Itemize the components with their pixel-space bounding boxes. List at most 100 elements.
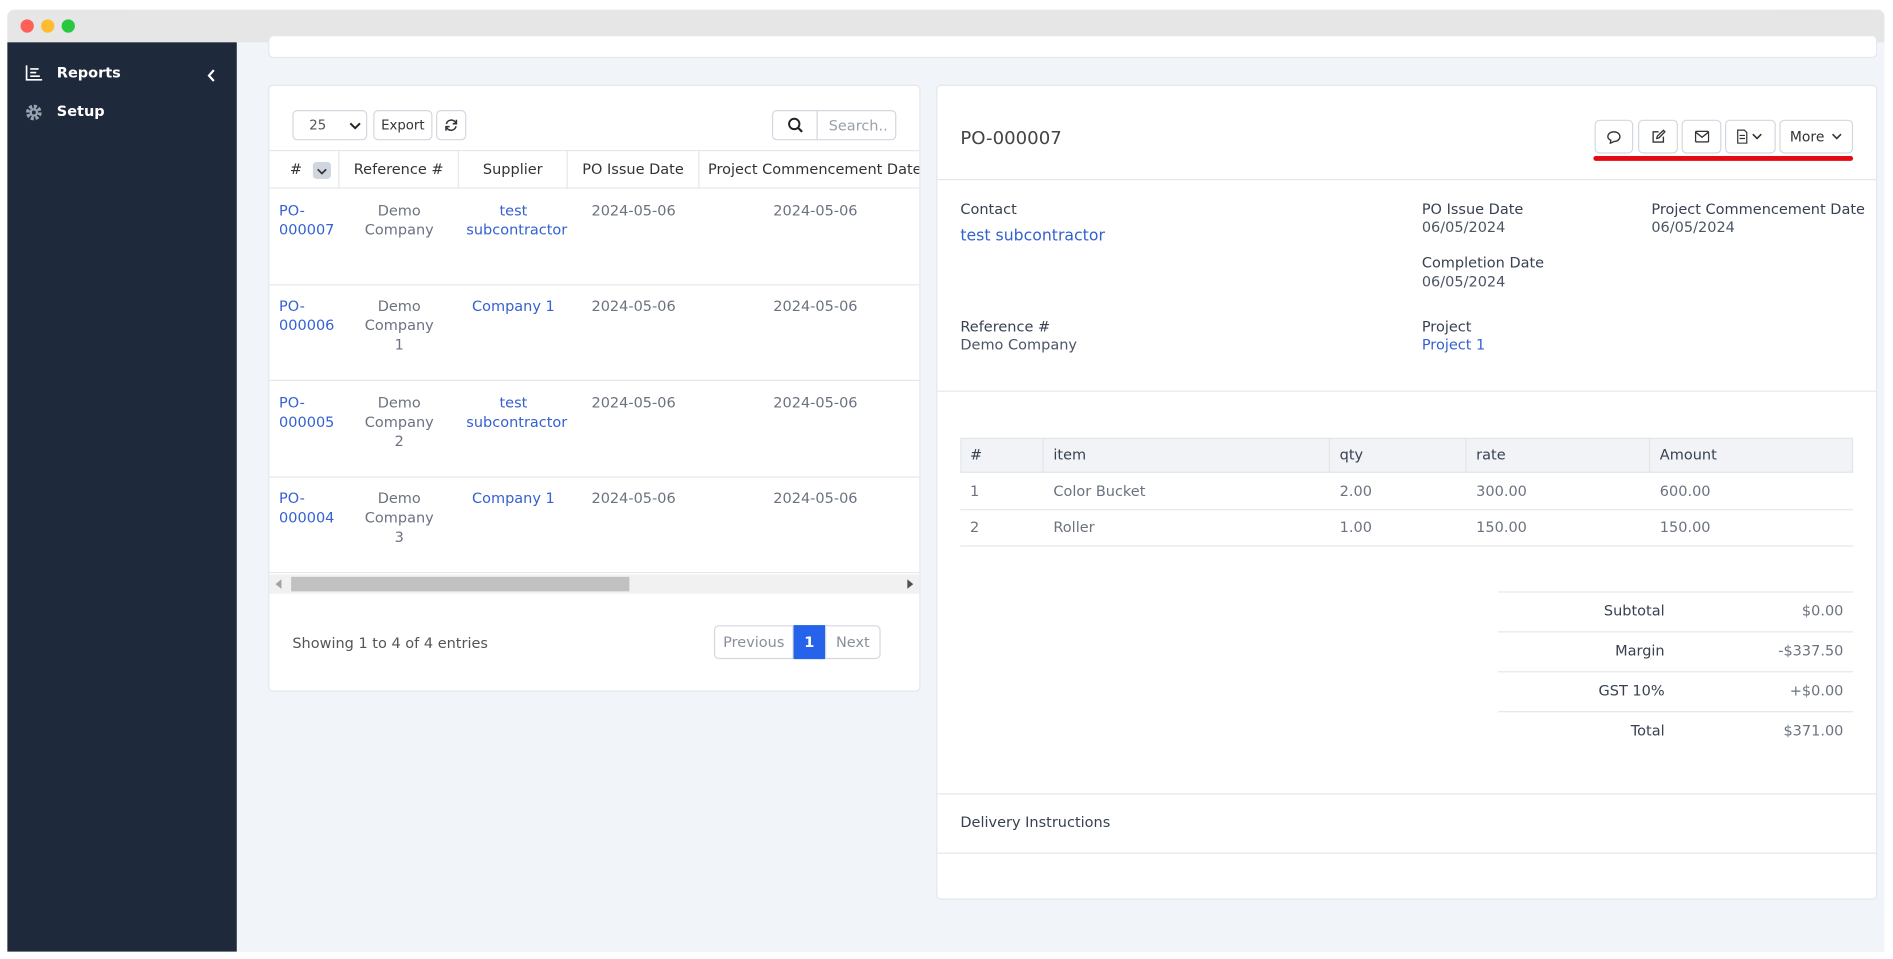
- item-cell: 150.00: [1659, 518, 1711, 536]
- table-link[interactable]: PO-000007: [279, 201, 335, 239]
- total-label: GST 10%: [1598, 682, 1665, 699]
- highlight-underline: [1593, 155, 1854, 161]
- totals-divider: [1497, 631, 1854, 633]
- total-label: Subtotal: [1603, 602, 1665, 620]
- search-button[interactable]: [771, 110, 818, 141]
- refresh-button[interactable]: [436, 110, 467, 141]
- comment-button[interactable]: [1594, 119, 1634, 154]
- list-card: 25 Export Search.. # Reference # Supplier P…: [268, 84, 921, 692]
- field-label: PO Issue Date: [1421, 200, 1524, 218]
- more-button[interactable]: More: [1779, 119, 1854, 154]
- next-button[interactable]: Next: [825, 625, 881, 660]
- scroll-thumb[interactable]: [291, 576, 630, 592]
- table-cell: 2024-05-06: [591, 201, 676, 219]
- scrollbar[interactable]: [269, 574, 920, 594]
- table-cell: Demo Company: [364, 201, 434, 239]
- item-cell: 2: [970, 518, 980, 536]
- chevron: [317, 168, 327, 175]
- sort-toggle[interactable]: [312, 162, 331, 179]
- column-header[interactable]: Reference #: [339, 149, 460, 189]
- field-value: 06/05/2024: [1651, 218, 1735, 236]
- minimize-dot[interactable]: [41, 19, 55, 33]
- field-label: Contact: [960, 200, 1017, 218]
- sidebar-item[interactable]: Reports: [56, 64, 121, 82]
- column-header: #: [960, 437, 1044, 473]
- edit-button[interactable]: [1638, 119, 1678, 154]
- search-input[interactable]: Search..: [816, 110, 897, 141]
- email-button[interactable]: [1681, 119, 1722, 154]
- total-label: Margin: [1615, 642, 1665, 660]
- column-header: rate: [1467, 437, 1651, 473]
- item-cell: 1: [970, 482, 980, 500]
- divider: [937, 178, 1877, 181]
- setup-icon: [25, 104, 42, 121]
- item-cell: 1.00: [1339, 518, 1372, 536]
- sidebar-item[interactable]: Setup: [56, 102, 105, 120]
- close-dot[interactable]: [20, 19, 34, 33]
- column-header: Amount: [1650, 437, 1854, 473]
- table-link[interactable]: Company 1: [471, 489, 555, 507]
- table-link[interactable]: test subcontractor: [466, 393, 568, 431]
- total-value: -$337.50: [1778, 642, 1844, 660]
- current-page[interactable]: 1: [793, 625, 826, 660]
- edit-icon: [1651, 129, 1666, 143]
- chevron: [1832, 133, 1842, 140]
- column-header[interactable]: PO Issue Date: [568, 149, 700, 189]
- total-value: $0.00: [1801, 602, 1844, 620]
- table-link[interactable]: Company 1: [471, 297, 555, 315]
- totals-divider: [1497, 671, 1854, 673]
- table-link[interactable]: test subcontractor: [466, 201, 568, 239]
- column-header[interactable]: Supplier: [459, 149, 568, 189]
- totals-divider: [1497, 591, 1854, 593]
- table-link[interactable]: PO-000004: [279, 489, 335, 526]
- chevron: [349, 122, 361, 130]
- more-label: More: [1789, 128, 1825, 146]
- page-size-select[interactable]: 25: [292, 110, 368, 141]
- list-table: # Reference # Supplier PO Issue Date Project…: [269, 149, 920, 574]
- detail-card: PO-000007 More Contact test subcontracto…: [936, 84, 1878, 900]
- scroll-right[interactable]: [907, 579, 914, 589]
- field-value: Demo Company: [960, 336, 1078, 354]
- item-cell: 600.00: [1659, 482, 1711, 500]
- collapse-icon[interactable]: [207, 69, 217, 82]
- column-header: item: [1044, 437, 1331, 473]
- field-label: Project Commencement Date: [1651, 200, 1865, 218]
- row-divider: [960, 509, 1854, 511]
- zoom-dot[interactable]: [61, 19, 75, 33]
- field-label: Completion Date: [1421, 253, 1545, 271]
- table-cell: 2024-05-06: [773, 489, 858, 507]
- table-header: [269, 149, 920, 189]
- divider: [937, 390, 1877, 392]
- table-cell: 2024-05-06: [591, 297, 676, 315]
- item-cell: Color Bucket: [1053, 482, 1146, 500]
- email-icon: [1694, 130, 1709, 143]
- table-cell: Demo Company 1: [364, 297, 434, 354]
- divider: [937, 793, 1877, 795]
- pdf-button[interactable]: [1725, 119, 1776, 154]
- row-divider: [269, 380, 920, 382]
- total-value: +$0.00: [1789, 682, 1844, 699]
- search-icon: [787, 117, 803, 133]
- sidebar: Reports Setup: [7, 42, 237, 952]
- project-link[interactable]: Project 1: [1421, 336, 1486, 354]
- delivery-instructions: Delivery Instructions: [960, 813, 1111, 831]
- scroll-left[interactable]: [275, 579, 282, 589]
- contact-link[interactable]: test subcontractor: [960, 227, 1105, 246]
- table-link[interactable]: PO-000005: [279, 393, 335, 431]
- po-title: PO-000007: [960, 126, 1062, 149]
- export-button[interactable]: Export: [373, 110, 433, 141]
- refresh-icon: [445, 119, 458, 131]
- column-header[interactable]: #: [269, 149, 340, 189]
- divider: [937, 852, 1877, 854]
- items-header: [960, 437, 1854, 473]
- field-value: 06/05/2024: [1421, 218, 1506, 236]
- column-header: qty: [1330, 437, 1467, 473]
- column-header[interactable]: Project Commencement Date: [699, 150, 919, 189]
- table-link[interactable]: PO-000006: [279, 297, 335, 335]
- item-cell: Roller: [1053, 518, 1095, 536]
- previous-button[interactable]: Previous: [713, 625, 794, 660]
- item-cell: 300.00: [1476, 482, 1527, 500]
- total-label: Total: [1630, 721, 1665, 739]
